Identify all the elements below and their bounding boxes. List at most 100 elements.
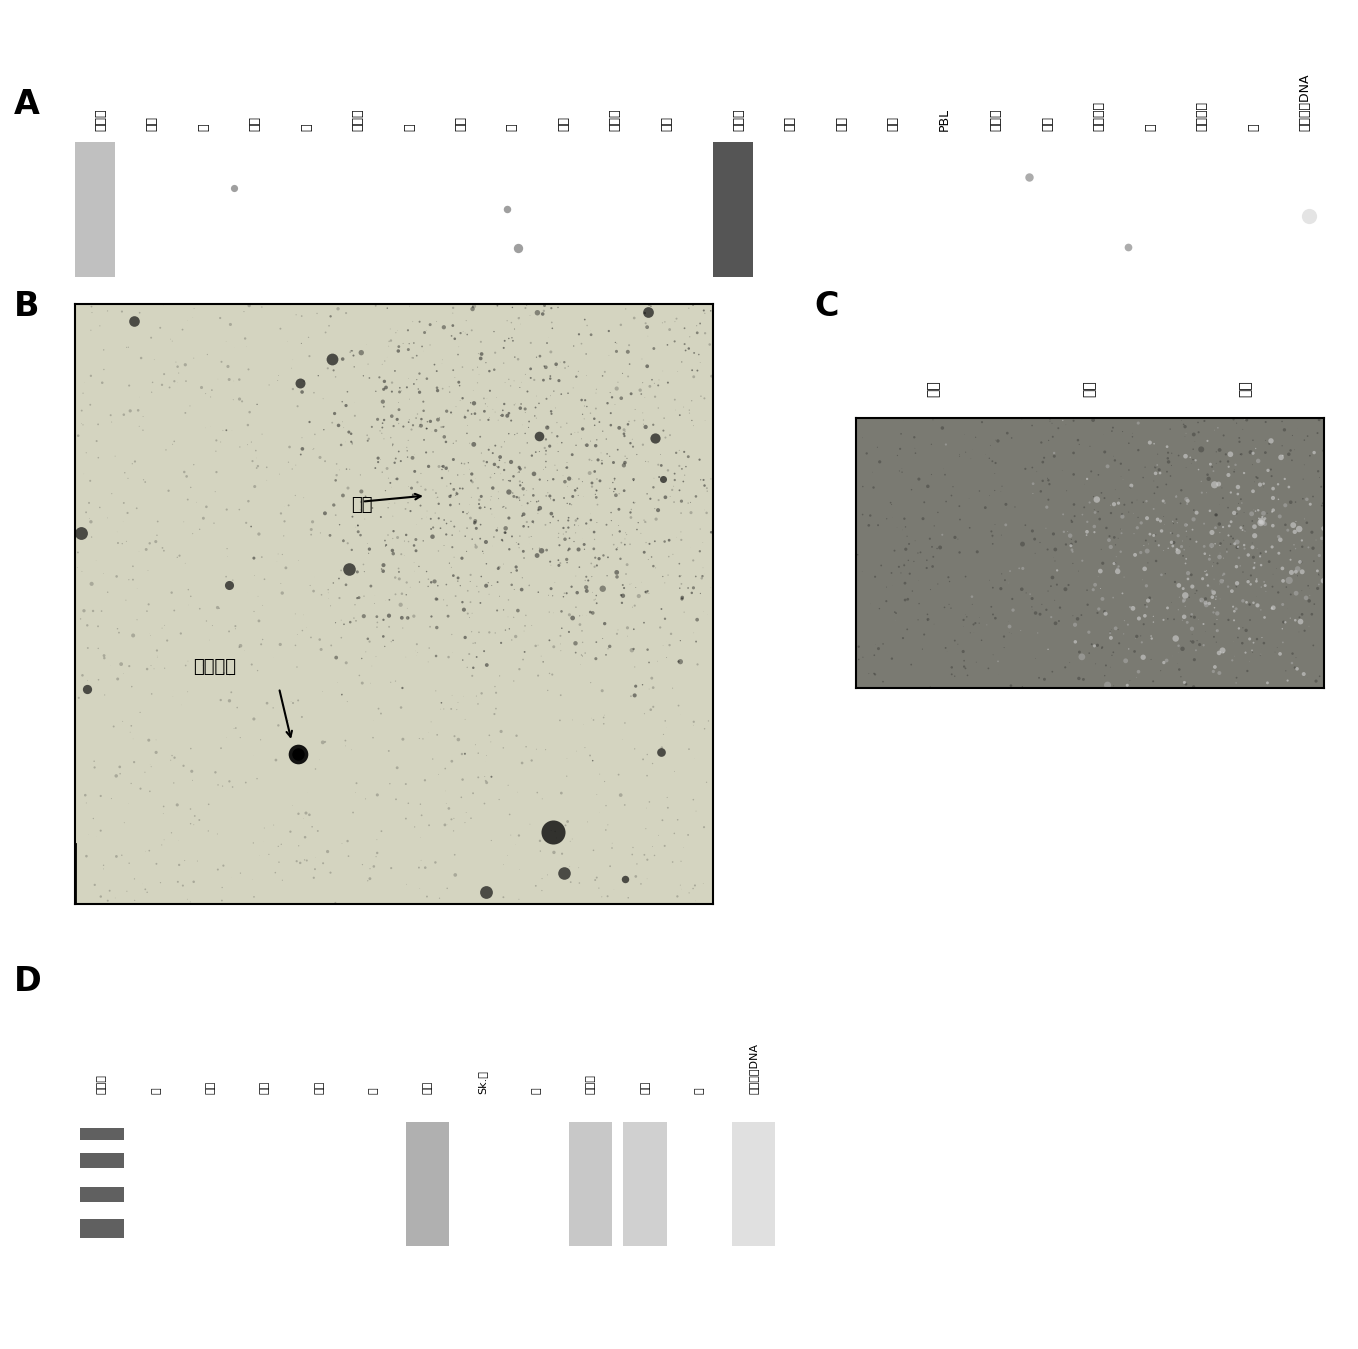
Point: [129, 778, 151, 800]
Point: [1048, 621, 1070, 642]
Point: [1058, 575, 1080, 596]
Point: [96, 581, 118, 603]
Point: [1209, 494, 1230, 515]
Point: [179, 585, 201, 607]
Point: [509, 442, 531, 464]
Point: [512, 567, 534, 588]
Point: [72, 382, 94, 403]
Point: [221, 569, 243, 591]
Point: [636, 797, 657, 819]
Point: [1233, 502, 1255, 523]
Point: [1245, 437, 1267, 459]
Point: [413, 401, 435, 422]
Point: [1077, 511, 1099, 533]
Point: [648, 467, 669, 488]
Point: [1194, 410, 1215, 432]
Point: [1052, 503, 1074, 525]
Point: [610, 784, 631, 805]
Point: [535, 451, 557, 472]
Point: [466, 536, 488, 557]
Point: [574, 642, 596, 664]
Point: [982, 525, 1004, 546]
Point: [1310, 399, 1332, 421]
Point: [1301, 603, 1323, 625]
Point: [467, 478, 489, 499]
Point: [674, 333, 695, 355]
Point: [1014, 459, 1036, 480]
Point: [1275, 514, 1297, 536]
Point: [576, 395, 598, 417]
Point: [204, 480, 225, 502]
Point: [1031, 432, 1052, 453]
Point: [570, 428, 592, 449]
Point: [145, 742, 167, 764]
Point: [650, 741, 672, 762]
Point: [680, 410, 702, 432]
Point: [299, 575, 320, 596]
Point: [623, 676, 645, 697]
Point: [244, 476, 266, 498]
Point: [1141, 681, 1162, 703]
Point: [251, 546, 273, 568]
Point: [979, 448, 1001, 469]
Point: [565, 278, 587, 299]
Point: [630, 572, 652, 594]
Point: [359, 538, 380, 560]
Point: [663, 491, 684, 513]
Point: [917, 610, 938, 631]
Point: [985, 429, 1006, 451]
Point: [515, 615, 536, 637]
Point: [678, 882, 699, 904]
Text: 心脏: 心脏: [145, 116, 159, 131]
Point: [454, 453, 475, 475]
Point: [630, 285, 652, 306]
Point: [1158, 451, 1180, 472]
Point: [1165, 486, 1187, 507]
Point: [546, 425, 568, 447]
Point: [447, 464, 469, 486]
Point: [464, 633, 486, 654]
Point: [179, 813, 201, 835]
Point: [1279, 491, 1301, 513]
Point: [121, 773, 143, 795]
Point: [1101, 421, 1123, 442]
Point: [521, 615, 543, 637]
Point: [1281, 440, 1302, 461]
Point: [588, 801, 610, 823]
Point: [1153, 514, 1175, 536]
Point: [1241, 533, 1263, 554]
Point: [301, 511, 323, 533]
Point: [312, 731, 334, 753]
Point: [451, 453, 473, 475]
Point: [1291, 603, 1313, 625]
Point: [350, 341, 372, 363]
Point: [505, 724, 527, 746]
Point: [669, 523, 691, 545]
Point: [375, 536, 397, 557]
Point: [557, 811, 579, 832]
Point: [467, 356, 489, 378]
Point: [1285, 511, 1306, 533]
Point: [938, 571, 960, 592]
Point: [410, 487, 432, 509]
Point: [1289, 680, 1310, 701]
Point: [535, 444, 557, 465]
Point: [380, 858, 402, 880]
Point: [1024, 529, 1046, 550]
Point: [395, 572, 417, 594]
Point: [240, 432, 262, 453]
Point: [887, 517, 909, 538]
Point: [664, 761, 686, 782]
Point: [456, 603, 478, 625]
Point: [345, 610, 367, 631]
Point: [288, 835, 310, 857]
Point: [87, 673, 109, 695]
Point: [944, 665, 966, 687]
Point: [83, 600, 105, 622]
Point: [191, 654, 213, 676]
Point: [189, 809, 210, 831]
Point: [340, 611, 361, 633]
Point: [580, 503, 602, 525]
Point: [619, 533, 641, 554]
Point: [421, 421, 443, 442]
